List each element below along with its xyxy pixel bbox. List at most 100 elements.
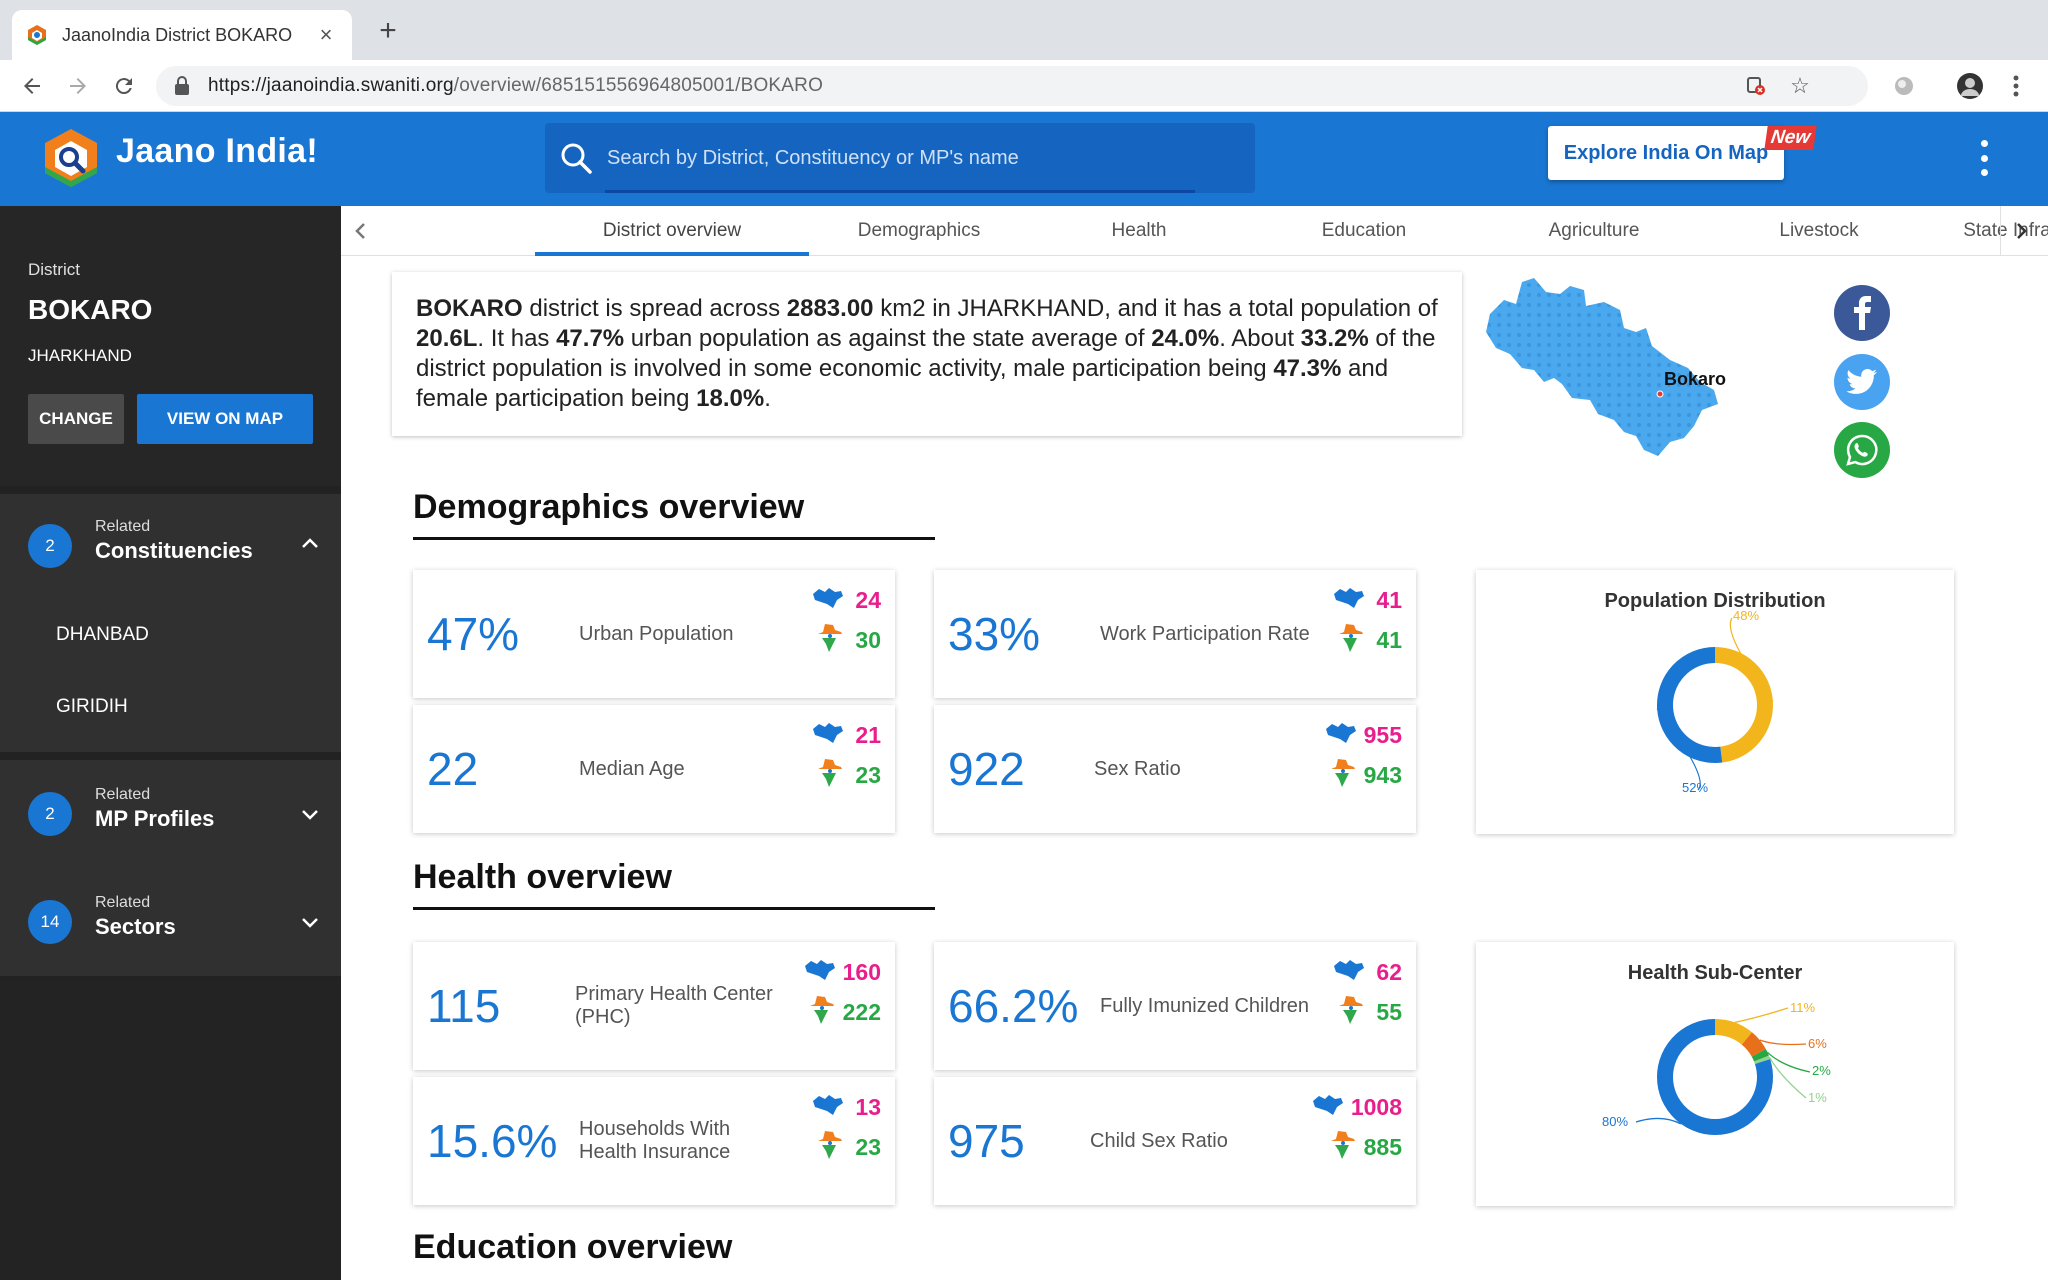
app-header: Jaano India! Explore India On Map New xyxy=(0,112,2048,206)
more-options-icon[interactable] xyxy=(1970,140,1998,176)
comparison-block: 160 222 xyxy=(791,956,881,1056)
stat-label: Median Age xyxy=(579,757,685,780)
stat-label: Fully Imunized Children xyxy=(1100,994,1309,1017)
change-district-button[interactable]: CHANGE xyxy=(28,394,124,444)
health-section-title: Health overview xyxy=(413,858,672,896)
population-distribution-chart: 48% 52% xyxy=(1656,608,1774,795)
browser-menu-icon[interactable] xyxy=(2002,72,2030,100)
slice-label: 11% xyxy=(1790,1000,1815,1015)
whatsapp-share-icon[interactable] xyxy=(1834,422,1890,478)
active-tab-indicator xyxy=(535,252,809,256)
search-box[interactable] xyxy=(545,123,1255,193)
close-tab-icon[interactable]: × xyxy=(319,22,333,47)
view-on-map-button[interactable]: VIEW ON MAP xyxy=(137,394,313,444)
summary-district: BOKARO xyxy=(416,295,523,322)
constituencies-header[interactable]: 2 Related Constituencies xyxy=(0,494,341,598)
label-leader-line xyxy=(1769,1057,1807,1099)
extension-icon[interactable] xyxy=(1890,72,1918,100)
tabs-scroll-right-icon[interactable] xyxy=(2000,206,2040,256)
mp-profiles-small-label: Related xyxy=(95,786,151,803)
address-bar[interactable]: https://jaanoindia.swaniti.org/overview/… xyxy=(156,66,1868,106)
state-map-icon xyxy=(811,721,845,750)
back-icon[interactable] xyxy=(16,70,48,102)
demographics-section-title: Demographics overview xyxy=(413,488,805,526)
comparison-block: 955 943 xyxy=(1312,719,1402,819)
donut-slice[interactable] xyxy=(1754,1055,1771,1065)
sectors-section[interactable]: 14 Related Sectors xyxy=(0,868,341,976)
donut-slice[interactable] xyxy=(1714,647,1773,763)
state-map-icon xyxy=(811,1093,845,1122)
donut-slice[interactable] xyxy=(1657,1019,1773,1135)
tabs-scroll-left-icon[interactable] xyxy=(341,206,381,256)
sidebar-divider xyxy=(0,486,341,494)
constituency-item-giridih[interactable]: GIRIDIH xyxy=(56,696,128,717)
search-underline xyxy=(605,190,1195,193)
stat-value: 975 xyxy=(948,1115,1025,1167)
state-value: 24 xyxy=(855,587,881,613)
chevron-up-icon[interactable] xyxy=(300,534,320,554)
bookmark-star-icon[interactable]: ☆ xyxy=(1790,73,1810,98)
summary-male: 47.3% xyxy=(1273,355,1342,382)
constituencies-small-label: Related xyxy=(95,518,151,535)
reload-icon[interactable] xyxy=(108,70,140,102)
browser-tab[interactable]: JaanoIndia District BOKARO × xyxy=(12,10,352,60)
stat-value: 115 xyxy=(427,980,501,1032)
sidebar-divider xyxy=(0,752,341,760)
slice-label: 48% xyxy=(1733,608,1759,623)
summary-text: urban population as against the state av… xyxy=(624,325,1152,352)
url-path: /overview/685151556964805001/BOKARO xyxy=(453,75,824,96)
stat-label: Urban Population xyxy=(579,622,734,645)
constituency-item-dhanbad[interactable]: DHANBAD xyxy=(56,624,149,645)
comparison-block: 21 23 xyxy=(791,719,881,819)
india-map-icon xyxy=(1328,757,1358,794)
jaano-india-logo-icon[interactable] xyxy=(40,127,102,189)
india-value: 222 xyxy=(842,999,881,1025)
brand-name[interactable]: Jaano India! xyxy=(116,132,318,170)
search-input[interactable] xyxy=(607,146,1207,170)
forward-icon[interactable] xyxy=(62,70,94,102)
india-map-icon xyxy=(815,1129,845,1166)
summary-text: of the district population is involved i… xyxy=(416,325,1436,382)
summary-population: 20.6L xyxy=(416,325,478,352)
india-value: 30 xyxy=(855,627,881,653)
comparison-block: 41 41 xyxy=(1312,584,1402,684)
tab-livestock[interactable]: Livestock xyxy=(1779,220,1859,241)
donut-slice[interactable] xyxy=(1657,647,1723,763)
sidebar-divider xyxy=(0,976,341,980)
summary-text: and female participation being xyxy=(416,355,1389,412)
district-summary: BOKARO district is spread across 2883.00… xyxy=(392,272,1462,436)
state-value: 160 xyxy=(842,959,881,985)
india-map-icon xyxy=(1336,622,1366,659)
tab-health[interactable]: Health xyxy=(1111,220,1167,241)
state-value: 13 xyxy=(855,1094,881,1120)
constituencies-title: Constituencies xyxy=(95,538,253,563)
mp-profiles-section[interactable]: 2 Related MP Profiles xyxy=(0,760,341,868)
new-badge: New xyxy=(1764,126,1817,150)
donut-slice[interactable] xyxy=(1714,1019,1752,1045)
blocked-content-icon[interactable] xyxy=(1744,74,1768,98)
donut-slice[interactable] xyxy=(1751,1049,1769,1062)
facebook-share-icon[interactable] xyxy=(1834,285,1890,341)
donut-slice[interactable] xyxy=(1741,1032,1766,1058)
section-rule xyxy=(413,537,935,540)
state-name: JHARKHAND xyxy=(28,346,132,365)
tab-demographics[interactable]: Demographics xyxy=(857,220,981,241)
india-value: 885 xyxy=(1363,1134,1402,1160)
comparison-block: 13 23 xyxy=(791,1091,881,1191)
sidebar: District BOKARO JHARKHAND CHANGE VIEW ON… xyxy=(0,206,341,1280)
chevron-down-icon[interactable] xyxy=(300,804,320,824)
chevron-down-icon[interactable] xyxy=(300,912,320,932)
twitter-share-icon[interactable] xyxy=(1834,354,1890,410)
tab-agriculture[interactable]: Agriculture xyxy=(1548,220,1640,241)
tab-district-overview[interactable]: District overview xyxy=(602,220,742,241)
site-favicon-icon xyxy=(28,25,46,45)
tab-education[interactable]: Education xyxy=(1321,220,1407,241)
population-distribution-card: Population Distribution 48% 52% xyxy=(1476,570,1954,834)
profile-avatar-icon[interactable] xyxy=(1956,72,1984,100)
slice-label: 2% xyxy=(1812,1063,1831,1078)
stat-label: Households With Health Insurance xyxy=(579,1118,731,1163)
new-tab-icon[interactable]: + xyxy=(379,14,397,47)
tab-state-infrastructure[interactable]: State Infrastructure xyxy=(1963,220,2048,241)
explore-india-map-button[interactable]: Explore India On Map xyxy=(1548,126,1784,180)
state-mini-map[interactable]: Bokaro xyxy=(1474,270,1764,480)
